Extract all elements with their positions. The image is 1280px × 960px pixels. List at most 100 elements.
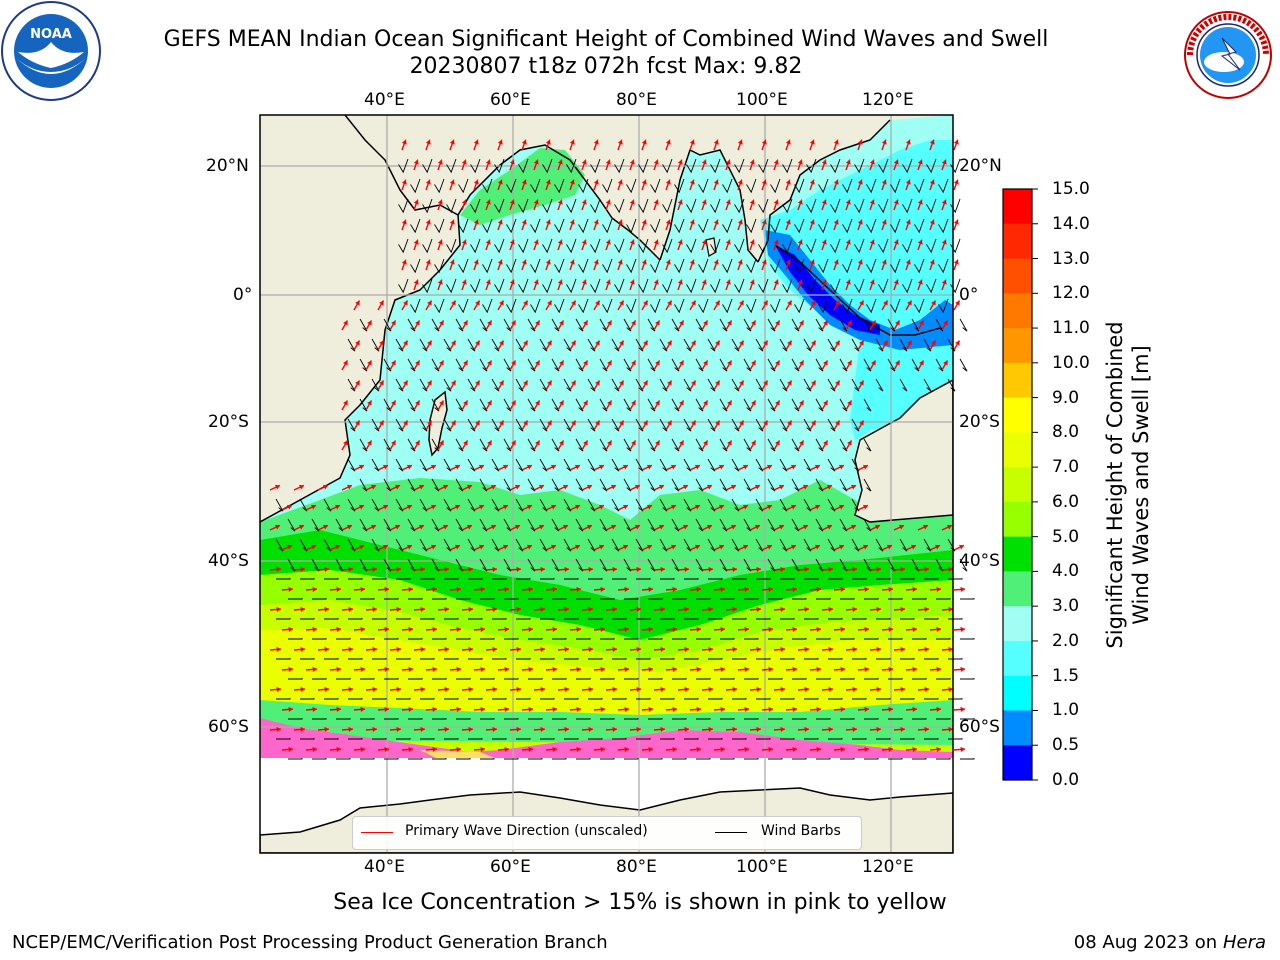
wave-arrow-head — [622, 544, 628, 550]
wind-barb — [503, 558, 512, 572]
lat-tick-right: 40°S — [959, 551, 1000, 571]
wind-barb — [696, 758, 711, 760]
wind-barb — [479, 438, 488, 452]
wave-arrow-head — [648, 746, 653, 752]
wave-arrow-head — [876, 646, 881, 652]
wave-arrow-head — [612, 646, 617, 652]
wind-barb — [938, 258, 949, 274]
wave-arrow-head — [391, 440, 396, 446]
wave-arrow-head — [845, 159, 851, 165]
wind-barb — [791, 518, 800, 532]
wind-barb — [731, 378, 740, 392]
wave-arrow-head — [509, 239, 515, 245]
wind-barb — [518, 278, 529, 294]
wave-arrow-head — [622, 504, 628, 510]
wind-barb — [936, 678, 951, 680]
wind-barb — [767, 518, 776, 532]
wind-barb — [887, 358, 896, 372]
wind-barb — [755, 498, 764, 512]
wave-arrow-head — [607, 320, 612, 326]
wave-arrow-head — [893, 159, 899, 165]
wave-arrow-head — [677, 199, 683, 205]
wind-barb — [516, 618, 531, 620]
wind-barb — [516, 698, 531, 700]
wave-arrow-head — [667, 340, 672, 346]
wave-arrow-head — [526, 544, 532, 550]
colorbar-segment — [1003, 536, 1032, 572]
wave-arrow-head — [559, 320, 564, 326]
wave-arrow-head — [487, 400, 492, 406]
wind-barb — [672, 678, 687, 680]
wave-arrow-head — [523, 300, 528, 306]
wind-barb — [779, 458, 788, 472]
wave-arrow-head — [655, 320, 660, 326]
wave-arrow-head — [792, 706, 797, 712]
wave-arrow-head — [324, 606, 329, 612]
colorbar-segment — [1003, 501, 1032, 538]
wind-barb — [455, 558, 464, 572]
wind-barb — [431, 558, 440, 572]
wave-arrow-head — [576, 666, 581, 672]
lon-tick-bottom: 80°E — [616, 857, 657, 877]
wave-arrow-head — [372, 566, 377, 572]
wave-arrow-head — [276, 646, 281, 652]
wind-barb — [854, 198, 865, 214]
wave-arrow-head — [430, 464, 436, 470]
wind-barb — [611, 418, 620, 432]
wind-barb — [456, 718, 471, 720]
wave-arrow-head — [756, 686, 761, 692]
wind-barb — [851, 418, 860, 432]
wind-barb — [458, 258, 469, 274]
wave-arrow-head — [478, 544, 484, 550]
wind-barb — [372, 698, 387, 700]
wave-arrow-head — [343, 440, 348, 446]
wind-barb — [300, 578, 315, 580]
wave-arrow-head — [588, 606, 593, 612]
wind-barb — [563, 378, 572, 392]
wind-barb — [659, 498, 668, 512]
wind-barb — [684, 578, 699, 580]
wind-barb — [515, 338, 524, 352]
wind-barb — [575, 358, 584, 372]
wave-arrow-head — [643, 420, 648, 426]
wind-barb — [683, 498, 692, 512]
wave-arrow-head — [468, 606, 473, 612]
wind-barb — [671, 318, 680, 332]
wave-arrow-head — [898, 524, 904, 530]
wind-barb — [347, 538, 356, 552]
wind-barb — [890, 258, 901, 274]
wave-arrow-head — [893, 279, 899, 285]
wind-barb — [671, 358, 680, 372]
wave-arrow-head — [463, 400, 468, 406]
wind-barb — [624, 638, 639, 640]
wave-arrow-head — [413, 279, 419, 285]
wave-arrow-head — [809, 259, 815, 265]
wind-barb — [779, 538, 788, 552]
wind-barb — [371, 418, 380, 432]
wave-arrow-head — [444, 726, 449, 732]
wind-barb — [432, 718, 447, 720]
wind-barb — [696, 598, 711, 600]
wind-barb — [612, 698, 627, 700]
wave-arrow-head — [276, 606, 281, 612]
wave-arrow-head — [708, 646, 713, 652]
wind-barb — [456, 758, 471, 760]
wind-barb — [408, 638, 423, 640]
wind-barb — [503, 358, 512, 372]
wave-arrow-head — [917, 159, 923, 165]
wave-arrow-head — [533, 199, 539, 205]
wind-barb — [767, 478, 776, 492]
wave-arrow-head — [720, 706, 725, 712]
wind-barb — [746, 218, 757, 234]
wind-barb — [324, 658, 339, 660]
wave-arrow-head — [442, 484, 448, 490]
wave-arrow-head — [610, 484, 616, 490]
map-legend: Primary Wave Direction (unscaled) Wind B… — [352, 816, 862, 850]
wave-arrow-head — [665, 179, 671, 185]
wave-arrow-head — [427, 340, 432, 346]
wave-arrow-head — [437, 279, 443, 285]
wave-arrow-head — [379, 380, 384, 386]
wind-barb — [372, 618, 387, 620]
wind-barb — [720, 758, 735, 760]
